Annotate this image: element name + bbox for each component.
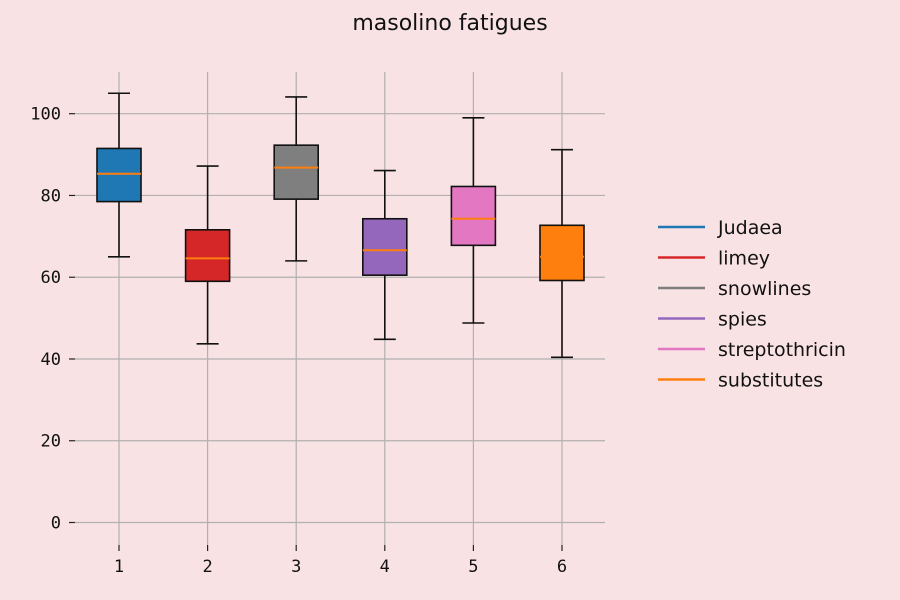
y-tick-label: 100	[30, 105, 61, 125]
x-tick-label: 5	[468, 557, 478, 577]
axes: 0 20 40 60 80 100 1 2 3 4 5 6	[30, 105, 567, 577]
x-tick-label: 6	[557, 557, 567, 577]
y-tick-label: 40	[41, 350, 61, 370]
y-tick-label: 0	[51, 514, 61, 534]
legend-item-limey: limey	[658, 248, 770, 270]
legend-item-snowlines: snowlines	[658, 278, 811, 300]
legend: Judaea limey snowlines spies streptothricin s…	[658, 217, 846, 392]
box-judaea	[96, 92, 142, 258]
x-tick-label: 2	[202, 557, 212, 577]
y-tick-label: 80	[41, 186, 61, 206]
box-spies	[361, 169, 408, 341]
box-snowlines	[273, 96, 320, 262]
legend-label: Judaea	[717, 217, 783, 239]
boxes	[96, 92, 585, 359]
legend-item-streptothricin: streptothricin	[658, 339, 846, 361]
legend-item-judaea: Judaea	[658, 217, 783, 239]
box-limey	[184, 165, 231, 345]
chart-title: masolino fatigues	[352, 11, 547, 36]
box-body	[96, 147, 142, 203]
box-body	[450, 185, 497, 247]
legend-label: limey	[718, 248, 770, 270]
x-tick-label: 3	[291, 557, 301, 577]
box-body	[539, 224, 585, 282]
grid	[75, 72, 605, 545]
y-tick-label: 60	[41, 268, 61, 288]
x-tick-label: 4	[380, 557, 390, 577]
legend-label: substitutes	[718, 370, 823, 392]
y-tick-label: 20	[41, 432, 61, 452]
legend-item-spies: spies	[658, 309, 767, 331]
box-body	[184, 228, 231, 283]
box-body	[273, 144, 320, 200]
box-substitutes	[539, 148, 585, 359]
box-streptothricin	[450, 116, 497, 324]
x-tick-label: 1	[114, 557, 124, 577]
legend-label: snowlines	[718, 278, 811, 300]
legend-item-substitutes: substitutes	[658, 370, 823, 392]
legend-label: spies	[718, 309, 767, 331]
legend-label: streptothricin	[718, 339, 846, 361]
box-body	[361, 217, 408, 276]
